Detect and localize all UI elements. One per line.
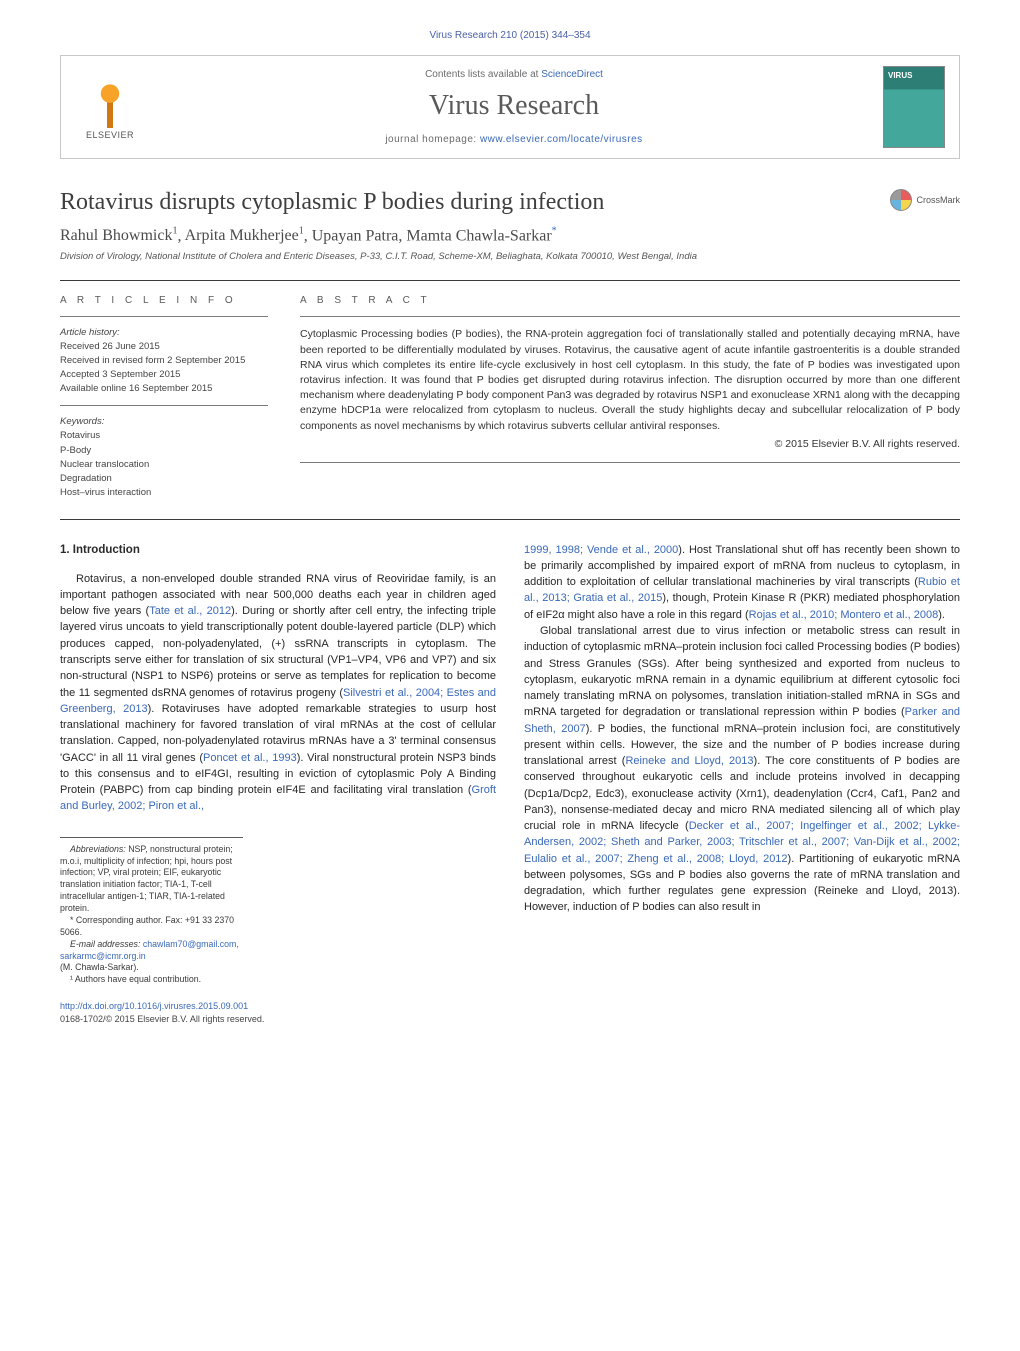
history-item: Available online 16 September 2015 — [60, 382, 268, 396]
crossmark-label: CrossMark — [916, 195, 960, 205]
journal-header-box: ELSEVIER Contents lists available at Sci… — [60, 55, 960, 159]
footnote-email: E-mail addresses: chawlam70@gmail.com, s… — [60, 939, 243, 963]
body-paragraph: Rotavirus, a non-enveloped double strand… — [60, 571, 496, 815]
divider — [300, 462, 960, 463]
abstract-heading: A B S T R A C T — [300, 295, 960, 306]
author-list: Rahul Bhowmick1, Arpita Mukherjee1, Upay… — [60, 226, 960, 245]
journal-cover-thumbnail — [883, 66, 945, 148]
author: Upayan Patra — [312, 227, 399, 244]
elsevier-label: ELSEVIER — [86, 130, 134, 140]
author: Arpita Mukherjee1 — [185, 227, 304, 244]
keywords-list: Rotavirus P-Body Nuclear translocation D… — [60, 429, 268, 500]
section-heading: 1. Introduction — [60, 542, 496, 559]
journal-homepage-line: journal homepage: www.elsevier.com/locat… — [145, 134, 883, 145]
divider — [60, 405, 268, 406]
sciencedirect-link[interactable]: ScienceDirect — [541, 69, 603, 80]
elsevier-tree-icon — [83, 74, 137, 128]
footnote-email-name: (M. Chawla-Sarkar). — [60, 962, 243, 974]
keyword: Nuclear translocation — [60, 458, 268, 472]
doi-link[interactable]: http://dx.doi.org/10.1016/j.virusres.201… — [60, 1001, 248, 1011]
affiliation: Division of Virology, National Institute… — [60, 251, 960, 262]
footnote-abbreviations: Abbreviations: NSP, nonstructural protei… — [60, 844, 243, 915]
abstract-copyright: © 2015 Elsevier B.V. All rights reserved… — [300, 438, 960, 450]
journal-reference: Virus Research 210 (2015) 344–354 — [60, 30, 960, 41]
contents-list-line: Contents lists available at ScienceDirec… — [145, 69, 883, 80]
keywords-label: Keywords: — [60, 416, 268, 427]
keyword: Degradation — [60, 472, 268, 486]
divider — [60, 519, 960, 520]
contents-prefix: Contents lists available at — [425, 69, 541, 80]
right-column: 1999, 1998; Vende et al., 2000). Host Tr… — [524, 542, 960, 1027]
journal-homepage-link[interactable]: www.elsevier.com/locate/virusres — [480, 134, 643, 145]
doi-block: http://dx.doi.org/10.1016/j.virusres.201… — [60, 1000, 496, 1027]
article-info-column: A R T I C L E I N F O Article history: R… — [60, 295, 268, 500]
history-item: Received 26 June 2015 — [60, 340, 268, 354]
abstract-column: A B S T R A C T Cytoplasmic Processing b… — [300, 295, 960, 500]
crossmark-widget[interactable]: CrossMark — [890, 189, 960, 211]
article-info-heading: A R T I C L E I N F O — [60, 295, 268, 306]
keyword: P-Body — [60, 444, 268, 458]
footnotes-block: Abbreviations: NSP, nonstructural protei… — [60, 837, 243, 987]
footnote-equal-contribution: ¹ Authors have equal contribution. — [60, 974, 243, 986]
body-two-column: 1. Introduction Rotavirus, a non-envelop… — [60, 542, 960, 1027]
corresponding-author-link[interactable]: * — [552, 227, 557, 244]
article-history-label: Article history: — [60, 327, 268, 338]
journal-name: Virus Research — [145, 90, 883, 122]
author: Rahul Bhowmick1 — [60, 227, 177, 244]
article-title: Rotavirus disrupts cytoplasmic P bodies … — [60, 189, 604, 216]
body-paragraph: 1999, 1998; Vende et al., 2000). Host Tr… — [524, 542, 960, 623]
body-paragraph: Global translational arrest due to virus… — [524, 623, 960, 916]
keyword: Rotavirus — [60, 429, 268, 443]
left-column: 1. Introduction Rotavirus, a non-envelop… — [60, 542, 496, 1027]
keyword: Host–virus interaction — [60, 486, 268, 500]
history-item: Accepted 3 September 2015 — [60, 368, 268, 382]
abstract-text: Cytoplasmic Processing bodies (P bodies)… — [300, 327, 960, 434]
footnote-corresponding: * Corresponding author. Fax: +91 33 2370… — [60, 915, 243, 939]
author-corresponding: Mamta Chawla-Sarkar* — [406, 227, 556, 244]
issn-copyright: 0168-1702/© 2015 Elsevier B.V. All right… — [60, 1014, 264, 1024]
crossmark-icon — [890, 189, 912, 211]
divider — [300, 316, 960, 317]
history-item: Received in revised form 2 September 201… — [60, 354, 268, 368]
homepage-prefix: journal homepage: — [385, 134, 480, 145]
elsevier-logo: ELSEVIER — [75, 68, 145, 146]
divider — [60, 316, 268, 317]
